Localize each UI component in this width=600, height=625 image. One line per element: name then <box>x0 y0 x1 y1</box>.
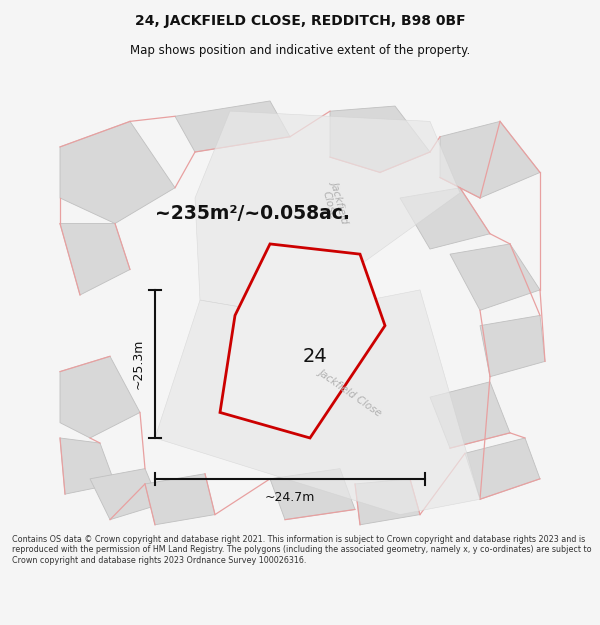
Polygon shape <box>60 224 130 295</box>
Polygon shape <box>155 290 480 514</box>
Polygon shape <box>90 469 160 519</box>
Polygon shape <box>400 188 490 249</box>
Text: Map shows position and indicative extent of the property.: Map shows position and indicative extent… <box>130 44 470 57</box>
Polygon shape <box>60 356 140 438</box>
Polygon shape <box>355 479 420 525</box>
Polygon shape <box>195 111 460 316</box>
Polygon shape <box>430 382 510 448</box>
Polygon shape <box>60 121 175 224</box>
Text: Contains OS data © Crown copyright and database right 2021. This information is : Contains OS data © Crown copyright and d… <box>12 535 592 565</box>
Polygon shape <box>465 438 540 499</box>
Text: Jackfield
Close: Jackfield Close <box>319 179 351 227</box>
Text: ~235m²/~0.058ac.: ~235m²/~0.058ac. <box>155 204 350 222</box>
Text: Jackfield Close: Jackfield Close <box>316 366 383 418</box>
Text: ~25.3m: ~25.3m <box>132 339 145 389</box>
Polygon shape <box>60 438 115 494</box>
Polygon shape <box>175 101 290 152</box>
Text: 24, JACKFIELD CLOSE, REDDITCH, B98 0BF: 24, JACKFIELD CLOSE, REDDITCH, B98 0BF <box>134 14 466 28</box>
Polygon shape <box>440 121 540 198</box>
Text: 24: 24 <box>302 347 328 366</box>
Polygon shape <box>480 316 545 377</box>
Polygon shape <box>220 244 385 438</box>
Polygon shape <box>450 244 540 311</box>
Polygon shape <box>145 474 215 525</box>
Polygon shape <box>270 469 355 519</box>
Text: ~24.7m: ~24.7m <box>265 491 315 504</box>
Polygon shape <box>330 106 430 172</box>
